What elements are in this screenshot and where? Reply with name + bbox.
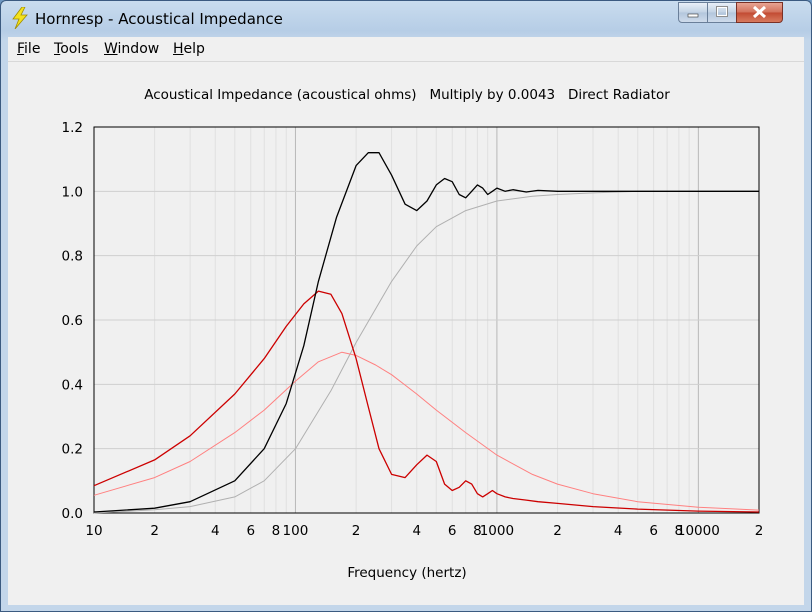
maximize-icon <box>716 6 728 17</box>
y-tick-label: 0.0 <box>62 506 83 522</box>
menu-help[interactable]: Help <box>173 41 205 57</box>
menu-bar: File Tools Window Help <box>8 37 804 62</box>
y-tick-label: 0.2 <box>62 442 83 458</box>
lightning-bolt-icon <box>12 7 28 29</box>
y-tick-label: 0.6 <box>62 313 83 329</box>
menu-file-label: ile <box>24 41 41 57</box>
plot-frame <box>93 126 760 514</box>
menu-window-label: indow <box>117 41 160 57</box>
series-line-0 <box>93 152 759 513</box>
menu-help-label: elp <box>183 41 205 57</box>
close-button[interactable] <box>736 2 783 23</box>
x-tick-label: 8 <box>473 523 482 539</box>
x-tick-label: 6 <box>448 523 457 539</box>
y-axis: 0.0 0.2 0.4 0.6 0.8 1.0 1.2 <box>62 120 83 522</box>
minimize-icon <box>687 13 699 18</box>
y-tick-label: 0.4 <box>62 377 83 393</box>
minimize-button[interactable] <box>678 2 708 23</box>
x-axis-label: Frequency (hertz) <box>347 565 466 581</box>
window-title: Hornresp - Acoustical Impedance <box>35 10 283 28</box>
x-tick-label: 2 <box>755 523 764 539</box>
chart-area: Acoustical Impedance (acoustical ohms) M… <box>8 62 804 605</box>
maximize-button[interactable] <box>707 2 737 23</box>
menu-window[interactable]: Window <box>104 41 159 57</box>
menu-window-accel: W <box>104 41 118 57</box>
x-tick-label: 10000 <box>677 523 720 539</box>
y-tick-label: 1.0 <box>62 184 83 200</box>
menu-tools[interactable]: Tools <box>54 41 89 57</box>
x-tick-label: 4 <box>211 523 220 539</box>
x-tick-label: 2 <box>150 523 159 539</box>
close-icon <box>752 5 767 19</box>
menu-tools-accel: T <box>54 41 61 57</box>
x-tick-label: 8 <box>272 523 281 539</box>
x-tick-label: 4 <box>614 523 623 539</box>
menu-tools-label: ools <box>60 41 89 57</box>
series-line-3 <box>93 351 760 511</box>
x-tick-label: 2 <box>553 523 562 539</box>
window-bottom-border <box>1 605 811 612</box>
series-line-1 <box>93 290 760 513</box>
chart-title: Acoustical Impedance (acoustical ohms) M… <box>144 87 670 103</box>
x-tick-label: 100 <box>283 523 309 539</box>
impedance-chart: Acoustical Impedance (acoustical ohms) M… <box>62 87 764 581</box>
x-tick-label: 10 <box>85 523 102 539</box>
x-tick-label: 2 <box>352 523 361 539</box>
x-tick-label: 1000 <box>480 523 514 539</box>
title-bar[interactable]: Hornresp - Acoustical Impedance <box>1 1 811 37</box>
y-tick-label: 1.2 <box>62 120 83 136</box>
series-line-2 <box>93 190 759 514</box>
x-tick-label: 6 <box>246 523 255 539</box>
series-layer <box>93 152 760 514</box>
x-tick-label: 8 <box>675 523 684 539</box>
menu-help-accel: H <box>173 41 184 57</box>
x-tick-label: 6 <box>649 523 658 539</box>
menu-file-accel: F <box>17 41 25 57</box>
y-tick-label: 0.8 <box>62 249 83 265</box>
menu-file[interactable]: File <box>17 41 40 57</box>
x-tick-label: 4 <box>412 523 421 539</box>
